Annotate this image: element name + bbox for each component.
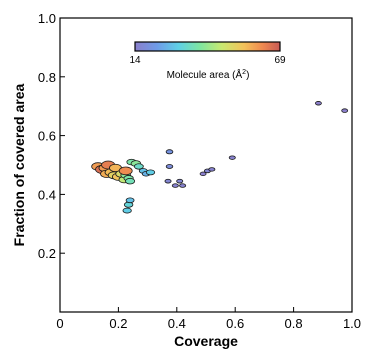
data-point: [164, 178, 172, 184]
data-point: [171, 183, 179, 188]
data-point: [165, 149, 174, 155]
x-tick-label: 0: [56, 316, 63, 331]
colorbar-min-label: 14: [129, 55, 141, 66]
y-tick-label: 0.8: [38, 70, 56, 85]
data-point: [165, 164, 174, 169]
y-axis-title: Fraction of covered area: [11, 83, 27, 246]
colorbar-max-label: 69: [274, 55, 286, 66]
data-point: [199, 171, 207, 177]
x-tick-label: 0.8: [285, 316, 303, 331]
data-point: [179, 183, 187, 188]
data-point: [228, 155, 236, 160]
data-point: [122, 207, 132, 214]
colorbar-title-close: ): [246, 70, 249, 81]
colorbar: 14 69 Molecule area (Å2): [129, 41, 286, 81]
data-point: [341, 108, 349, 113]
x-axis: 0 0.2 0.4 0.6 0.8 1.0: [56, 307, 361, 331]
x-tick-label: 0.4: [168, 316, 186, 331]
colorbar-title-text: Molecule area (Å: [167, 68, 243, 81]
data-point: [145, 169, 156, 176]
data-point: [176, 178, 184, 184]
x-axis-title: Coverage: [174, 333, 238, 349]
data-point: [315, 101, 322, 106]
data-point: [118, 166, 133, 176]
data-point: [125, 197, 135, 204]
colorbar-gradient: [134, 41, 281, 52]
colorbar-title: Molecule area (Å2): [167, 68, 250, 81]
plot-area-frame: [59, 17, 353, 313]
data-point: [125, 177, 136, 185]
y-tick-label: 0.4: [38, 187, 56, 202]
data-point: [133, 163, 144, 170]
data-points: [91, 101, 349, 214]
x-tick-label: 1.0: [343, 316, 361, 331]
x-tick-label: 0.6: [226, 316, 244, 331]
y-axis: 0.2 0.4 0.6 0.8 1.0: [38, 11, 65, 261]
data-point: [208, 167, 216, 172]
y-tick-label: 0.2: [38, 246, 56, 261]
y-tick-label: 1.0: [38, 11, 56, 26]
x-tick-label: 0.2: [109, 316, 127, 331]
colorbar-title-superscript: 2: [242, 69, 246, 76]
y-tick-label: 0.6: [38, 129, 56, 144]
